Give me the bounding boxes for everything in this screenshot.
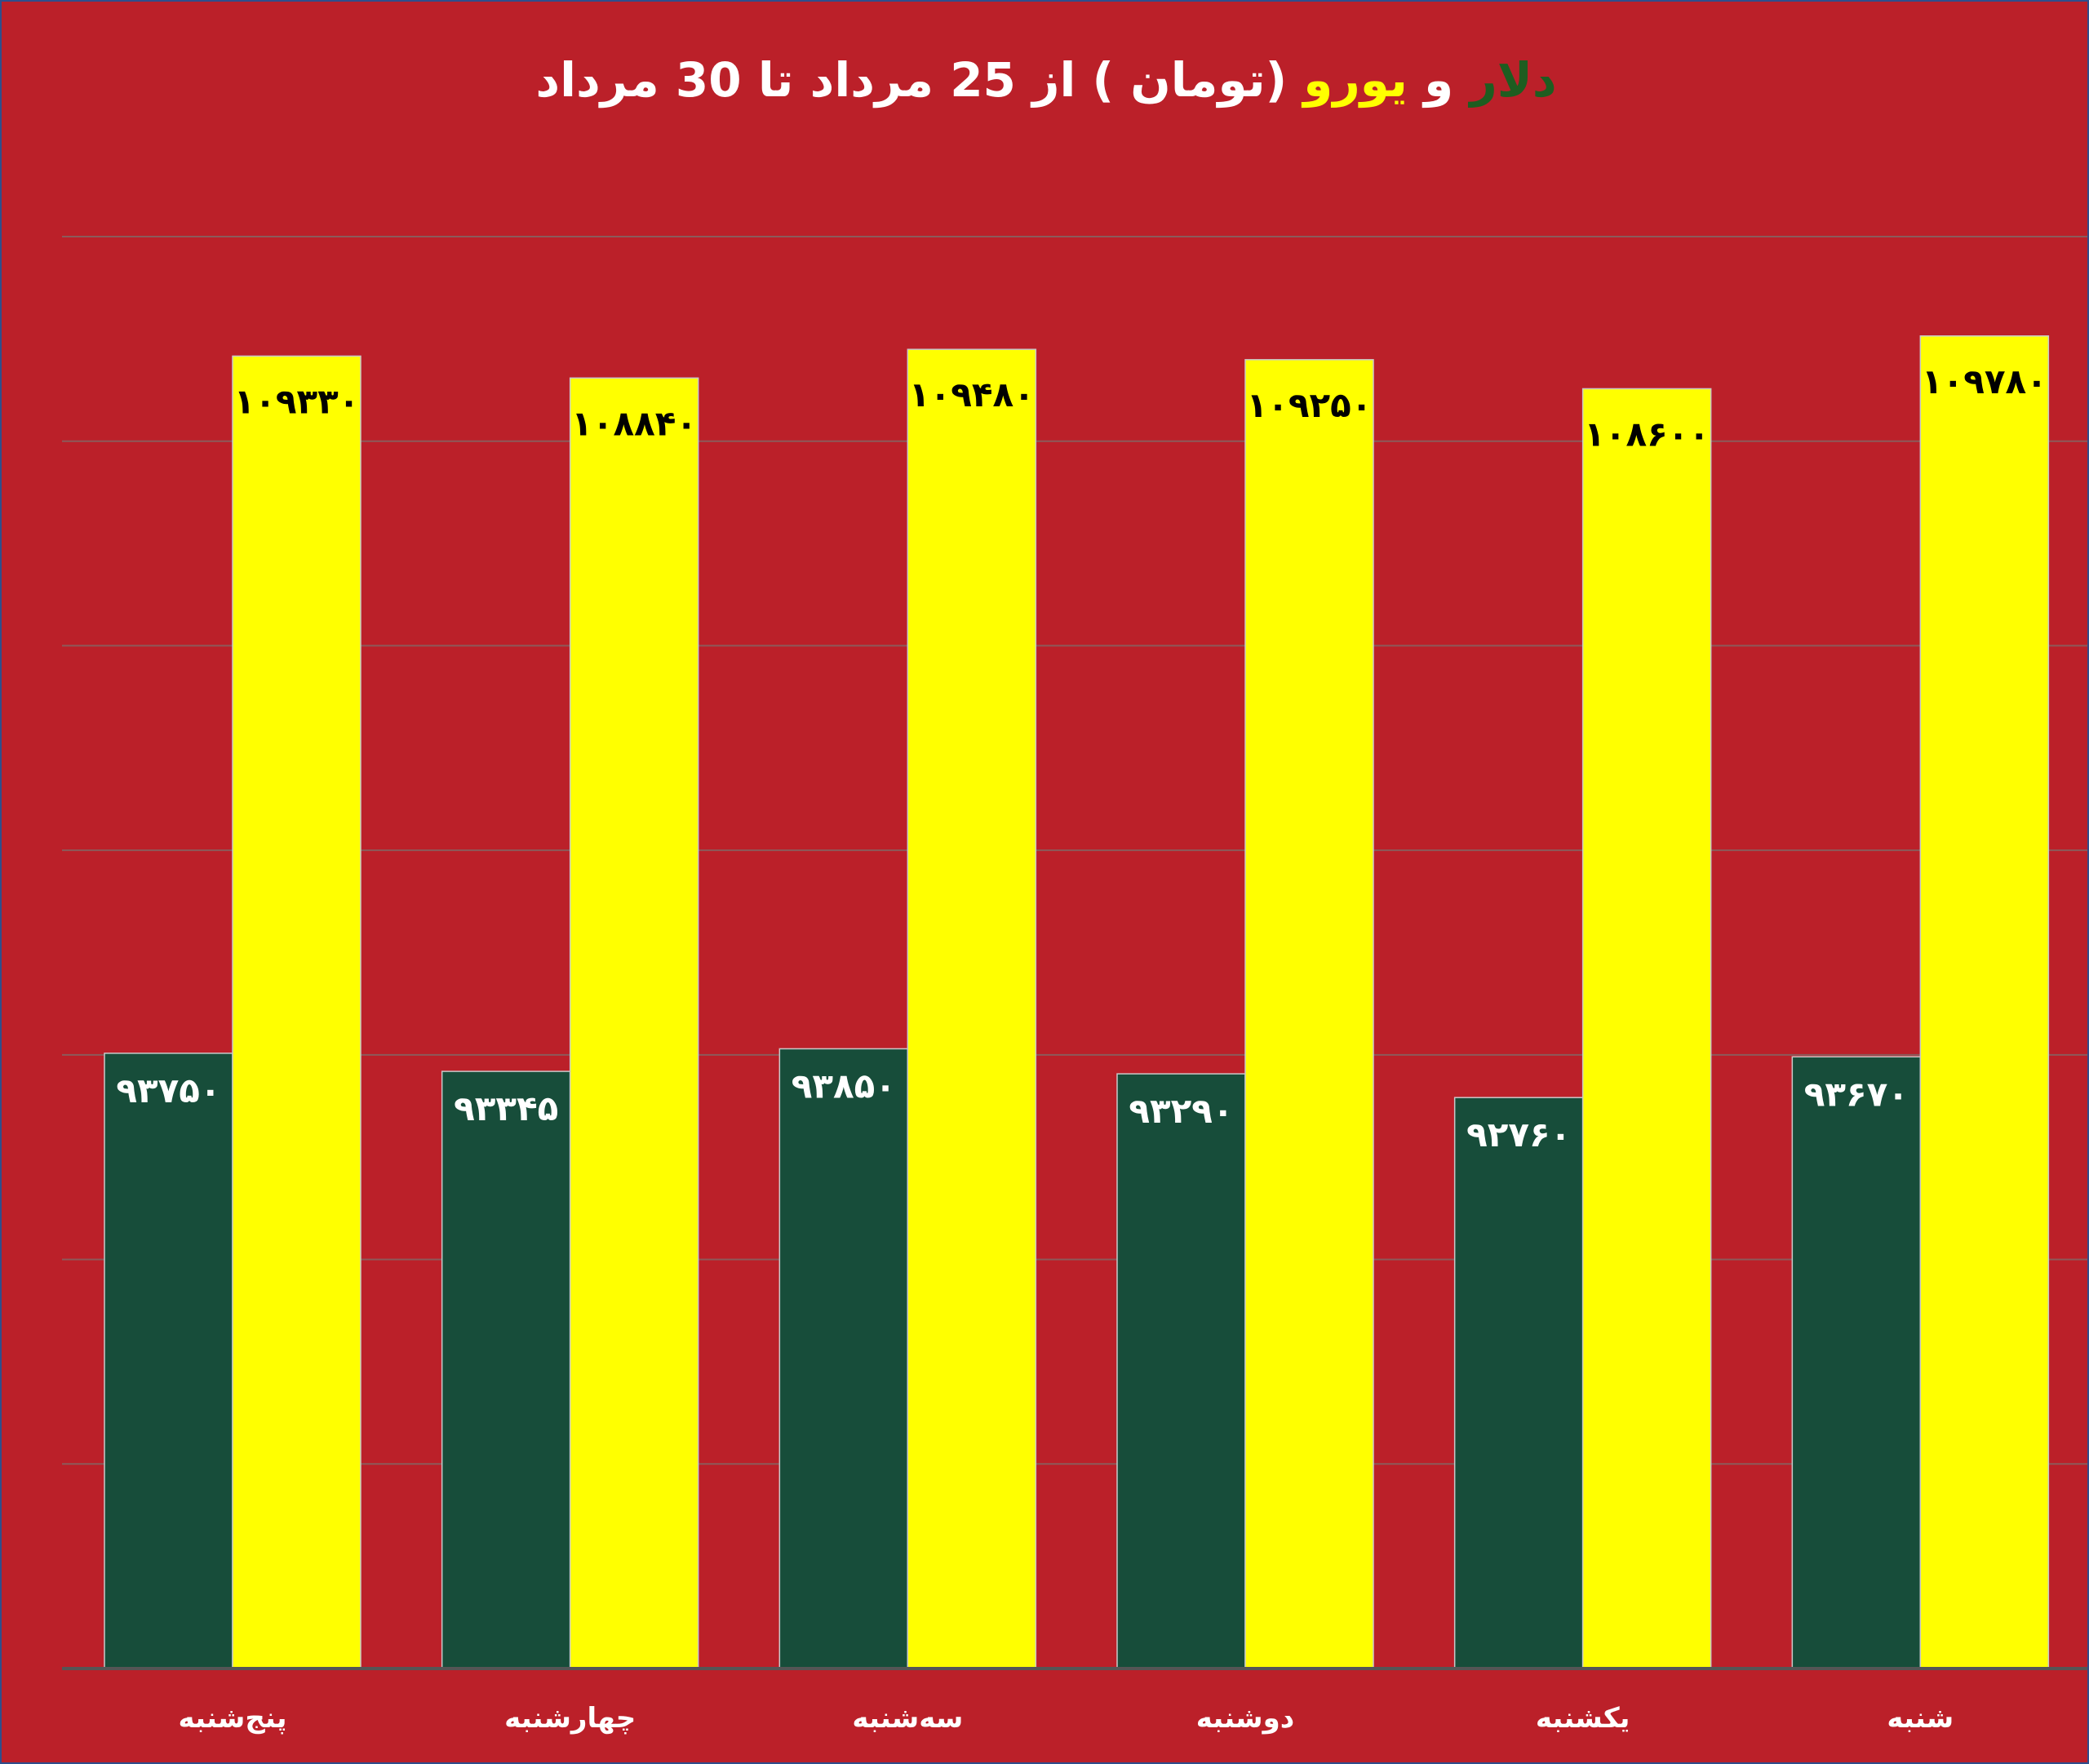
- euro-value-label: ۱۰۹۷۸۰: [1922, 361, 2047, 401]
- euro-bar: [232, 355, 361, 1669]
- category-label: پنج‌شنبه: [179, 1702, 287, 1735]
- dollar-bar: [104, 1053, 233, 1669]
- euro-value-label: ۱۰۸۸۴۰: [571, 403, 697, 443]
- dollar-bar: [1791, 1056, 1922, 1669]
- euro-bar: [907, 348, 1037, 1669]
- title-and: و: [1407, 52, 1470, 108]
- title-rest: (تومان ) از 25 مرداد تا 30 مرداد: [535, 52, 1304, 108]
- category-label: دوشنبه: [1196, 1702, 1294, 1735]
- euro-value-label: ۱۰۹۳۳۰: [234, 381, 360, 421]
- title-euro: یورو: [1303, 52, 1408, 108]
- dollar-value-label: ۹۳۷۵۰: [116, 1070, 220, 1110]
- dollar-bar: [1116, 1073, 1246, 1669]
- euro-bar: [1244, 359, 1374, 1669]
- chart-title: دلار و یورو (تومان ) از 25 مرداد تا 30 م…: [2, 52, 2087, 108]
- category-label: شنبه: [1887, 1702, 1954, 1735]
- dollar-value-label: ۹۲۷۶۰: [1466, 1115, 1571, 1155]
- dollar-value-label: ۹۳۶۷۰: [1804, 1074, 1909, 1114]
- euro-bar: [1919, 335, 2050, 1669]
- category-label: یکشنبه: [1536, 1702, 1630, 1735]
- euro-bar: [569, 377, 699, 1669]
- dollar-value-label: ۹۳۳۴۵: [454, 1088, 558, 1128]
- euro-value-label: ۱۰۹۲۵۰: [1247, 385, 1373, 425]
- dollar-value-label: ۹۳۲۹۰: [1129, 1091, 1233, 1131]
- title-dollar: دلار: [1470, 52, 1557, 108]
- dollar-value-label: ۹۳۸۵۰: [792, 1066, 896, 1106]
- category-label: چهارشنبه: [504, 1702, 636, 1735]
- euro-value-label: ۱۰۸۶۰۰: [1584, 414, 1710, 454]
- dollar-bar: [441, 1070, 571, 1669]
- dollar-bar: [1453, 1097, 1584, 1669]
- euro-bar: [1581, 388, 1712, 1669]
- euro-value-label: ۱۰۹۴۸۰: [909, 375, 1035, 414]
- category-label: سه‌شنبه: [852, 1702, 963, 1735]
- dollar-bar: [778, 1048, 909, 1669]
